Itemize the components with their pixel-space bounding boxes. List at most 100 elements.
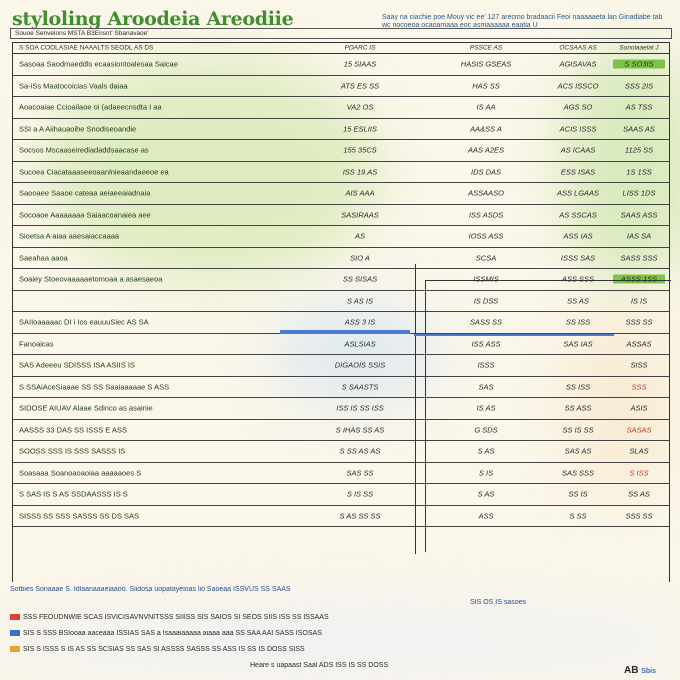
table-row: Saeahaa aaoa SIO A SCSA ISSS SAS SASS SSS (13, 248, 669, 269)
row-value: ASSS 1SS (613, 274, 665, 284)
row-value: AGS SO (563, 102, 593, 112)
row-value: SS ISS (565, 317, 591, 327)
row-value: VA2 OS (346, 102, 374, 112)
brand-text: AB (623, 665, 639, 676)
row-value: ASS 3 IS (344, 317, 376, 327)
row-value: SS IS (568, 489, 588, 499)
row-value: S AS SS SS (339, 511, 381, 521)
row-value: S IS (478, 468, 494, 478)
row-value: G SDS (474, 425, 498, 435)
row-value: SIO A (350, 253, 370, 263)
row-value: ASSAASO (468, 188, 504, 198)
row-value: SAS IAS (563, 339, 593, 349)
row-value: DIGAOIS SSIS (334, 360, 386, 370)
row-value: ISS 19.AS (342, 167, 378, 177)
row-label: SAIIoaaaaac DI i Ios eauuuSiec AS SA (19, 317, 149, 327)
row-value: SS AS (628, 489, 650, 499)
footer-line: SIS S ISSS S IS AS SS SCSIAS SS SAS SI A… (10, 646, 670, 653)
row-label: Soaiey Stoeovaaaaaetomoaa a asaesaeoa (19, 274, 163, 284)
row-label: Sioetsa A aiaa aaesaiaccaaaa (19, 231, 120, 241)
row-value: IS IS (630, 296, 648, 306)
footer-line: SSS FEOUDNWIE SCAS ISVICISAVNVNITSSS SII… (10, 614, 670, 621)
footer-line-text: SSS FEOUDNWIE SCAS ISVICISAVNVNITSSS SII… (23, 614, 329, 621)
row-value: ISSS SAS (560, 253, 596, 263)
row-label: Socoaoe Aaaaaaaa Saiaacoanaiea aee (19, 210, 151, 220)
row-label: SISSS SS SSS SASSS SS DS SAS (19, 511, 140, 521)
row-value: ISSS (477, 360, 495, 370)
row-value: ACIS ISSS (559, 124, 597, 134)
row-value: SAS SS (346, 468, 374, 478)
row-value: HAS SS (472, 81, 500, 91)
row-value: ATS ES SS (340, 81, 380, 91)
row-value: 1125 SS (624, 145, 654, 155)
highlight-strip (280, 330, 410, 334)
data-table: S SOA COOLASIAE NAAALTS SEODL AS DS PDAR… (12, 42, 671, 582)
row-value: S AS IS (347, 296, 373, 306)
row-label: Saooaee Saaoe cateaa aeiaeeaiadnaia (19, 188, 151, 198)
row-value: ASSAS (626, 339, 652, 349)
row-value: 1S 1SS (626, 167, 652, 177)
row-value: ASS LGAAS (556, 188, 600, 198)
row-label: S SSAiAceSiaaae SS SS Saaiaaaaae S ASS (19, 382, 170, 392)
subtitle-bar: Souoe Senvelons MSTA B3Ensnt' Sbanavaoe' (10, 28, 672, 39)
row-value: S SS (569, 511, 587, 521)
row-value: ISSMIS (473, 274, 499, 284)
footer-subhead: SIS OS IS sasoes (470, 599, 527, 606)
row-value: AS TSS (625, 102, 653, 112)
row-value: SAS AS (564, 446, 592, 456)
table-row: Sucoea Ciacataaaseeoaanlnieaandaeeoe ea I… (13, 162, 669, 183)
row-value: S ISS (629, 468, 649, 478)
table-row: Aoacoaiae Ccioailaoe oi (adaeecnsdta I a… (13, 97, 669, 119)
table-row: Socoaoe Aaaaaaaa Saiaacoanaiea aee SASIRA… (13, 205, 669, 226)
row-value: ACS ISSCO (557, 81, 599, 91)
title-row: styloling Aroodeia Areodiie Saay na ciac… (12, 8, 672, 30)
row-label: SIDOSE AIUAV Alaae Sdinco as asainie (19, 403, 153, 413)
row-value: LISS 1DS (622, 188, 656, 198)
table-row: Saooaee Saaoe cateaa aeiaeeaiadnaia AIS A… (13, 183, 669, 205)
row-value: IS DSS (473, 296, 499, 306)
row-value: SSS 2IS (624, 81, 654, 91)
row-label: Sa-iSs Maatocoicias Vaals daiaa (19, 81, 128, 91)
row-value: AS (354, 231, 365, 241)
row-value: ASS SSS (561, 274, 595, 284)
table-row: AASSS 33 DAS SS ISSS E ASS S IHAS SS AS G … (13, 420, 669, 441)
row-value: ISS ASDS (468, 210, 504, 220)
row-value: 15 SIAAS (343, 59, 377, 69)
row-label: AASSS 33 DAS SS ISSS E ASS (19, 425, 127, 435)
row-value: S SO3IS (613, 59, 665, 69)
row-label: Saeahaa aaoa (19, 253, 68, 263)
footer: Sotbies Sonaaae S. Idlaanaaaeiaaoo. Siid… (10, 586, 670, 676)
row-value: ASIS (630, 403, 648, 413)
subtitle-left: Souoe Senvelons MSTA B3Ensnt' Sbanavaoe' (15, 30, 149, 37)
row-value: IOSS ASS (468, 231, 504, 241)
row-value: IS AS (476, 403, 496, 413)
row-value: S SS AS AS (339, 446, 381, 456)
table-row: Fanoaicas ASLSIAS ISS ASS SAS IAS ASSAS (13, 334, 669, 355)
row-value: SSS SS (625, 317, 653, 327)
table-row: SOOSS SSS IS SSS SASSS IS S SS AS AS S AS S… (13, 441, 669, 463)
row-value: S AS (477, 446, 495, 456)
row-value: AS ICAAS (560, 145, 596, 155)
row-value: SAAS AS (623, 124, 655, 134)
row-value: SLAS (629, 446, 649, 456)
blue-tag-icon (10, 630, 20, 637)
table-row: Soasaaa Soanoaoaoiaa aaaaaoes S SAS SS S I… (13, 463, 669, 484)
table-row: Soaiey Stoeovaaaaaetomoaa a asaesaeoa SS … (13, 269, 669, 291)
table-row: S SSAiAceSiaaae SS SS Saaiaaaaae S ASS S … (13, 377, 669, 398)
column-header: OCSAAS AS (559, 44, 597, 52)
row-value: S IS SS (346, 489, 374, 499)
red-tag-icon (10, 614, 20, 621)
brand-subtext: Sbis (641, 668, 656, 675)
row-value: AA&SS A (470, 124, 502, 134)
row-value: ISS ASS (471, 339, 501, 349)
table-row: SISSS SS SSS SASSS SS DS SAS S AS SS SS AS… (13, 506, 669, 527)
table-row: SAS Adeeeu SDISSS ISA ASIIS IS DIGAOIS SS… (13, 355, 669, 377)
table-row: Sa-iSs Maatocoicias Vaals daiaa ATS ES SS… (13, 76, 669, 97)
row-value: SAAS ASS (620, 210, 658, 220)
row-label: S SAS IS S AS SSDAASSS IS S (19, 489, 128, 499)
column-header: Sonoiaaelat J (619, 44, 659, 52)
row-value: SSS SS (625, 511, 653, 521)
page-title: styloling Aroodeia Areodiie (12, 8, 294, 30)
row-value: AAS A2ES (468, 145, 504, 155)
row-value: ISS IS SS ISS (336, 403, 384, 413)
